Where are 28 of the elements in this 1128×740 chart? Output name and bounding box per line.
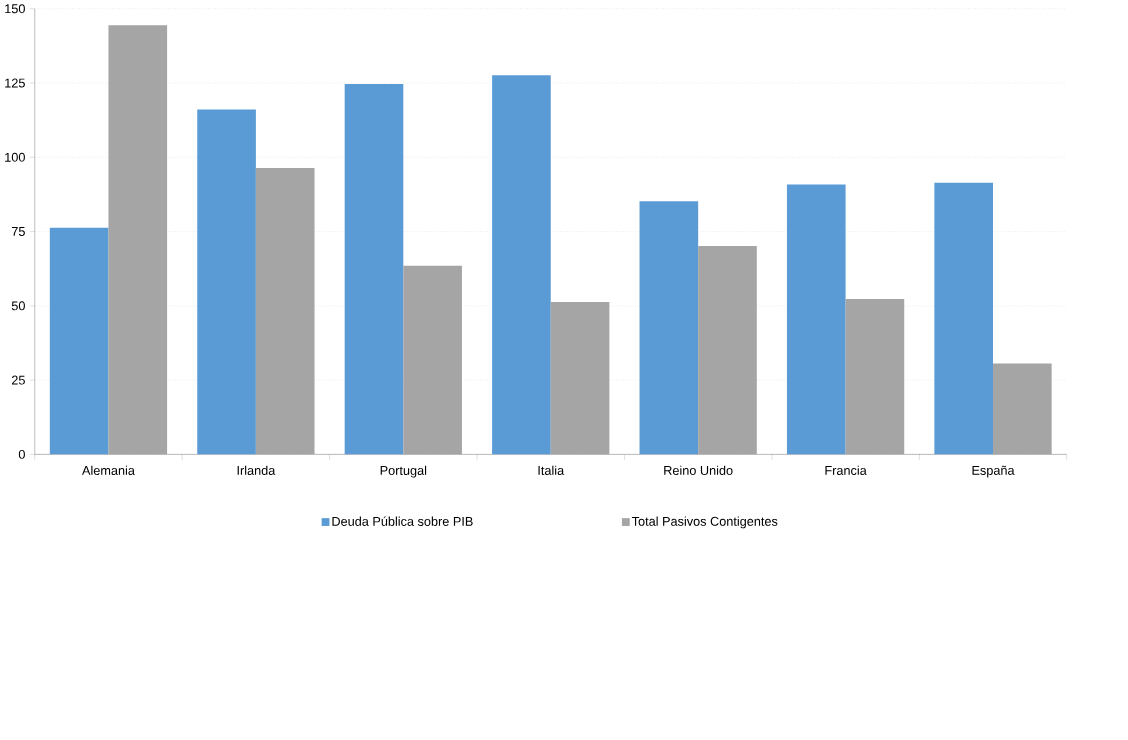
- x-tick-label: Francia: [825, 465, 867, 476]
- x-tick-label: Reino Unido: [664, 465, 733, 476]
- x-tick-label: España: [972, 465, 1015, 478]
- x-tick-label: Irlanda: [237, 465, 276, 476]
- bar: [639, 201, 699, 455]
- bar: [492, 75, 551, 455]
- y-tick-label: 75: [11, 227, 25, 237]
- x-tick-label: Portugal: [380, 465, 427, 478]
- x-tick-label: Italia: [538, 465, 565, 476]
- y-tick-label: 0: [18, 450, 25, 460]
- bar: [786, 184, 846, 455]
- bar: [197, 109, 256, 455]
- bar: [934, 183, 994, 455]
- x-tick-label: Alemania: [82, 465, 135, 476]
- y-tick-label: 25: [11, 375, 25, 385]
- y-tick-label: 150: [5, 4, 25, 14]
- legend-label: Total Pasivos Contigentes: [631, 516, 778, 529]
- y-tick-label: 50: [11, 301, 25, 311]
- bar: [550, 302, 610, 455]
- bar: [49, 227, 109, 455]
- bar: [255, 168, 315, 455]
- bar: [344, 84, 404, 455]
- bar: [845, 299, 905, 455]
- bar: [698, 246, 757, 455]
- y-tick-label: 100: [5, 152, 25, 162]
- bar: [403, 265, 462, 455]
- y-tick-label: 125: [5, 78, 25, 88]
- legend-label: Deuda Pública sobre PIB: [332, 516, 473, 527]
